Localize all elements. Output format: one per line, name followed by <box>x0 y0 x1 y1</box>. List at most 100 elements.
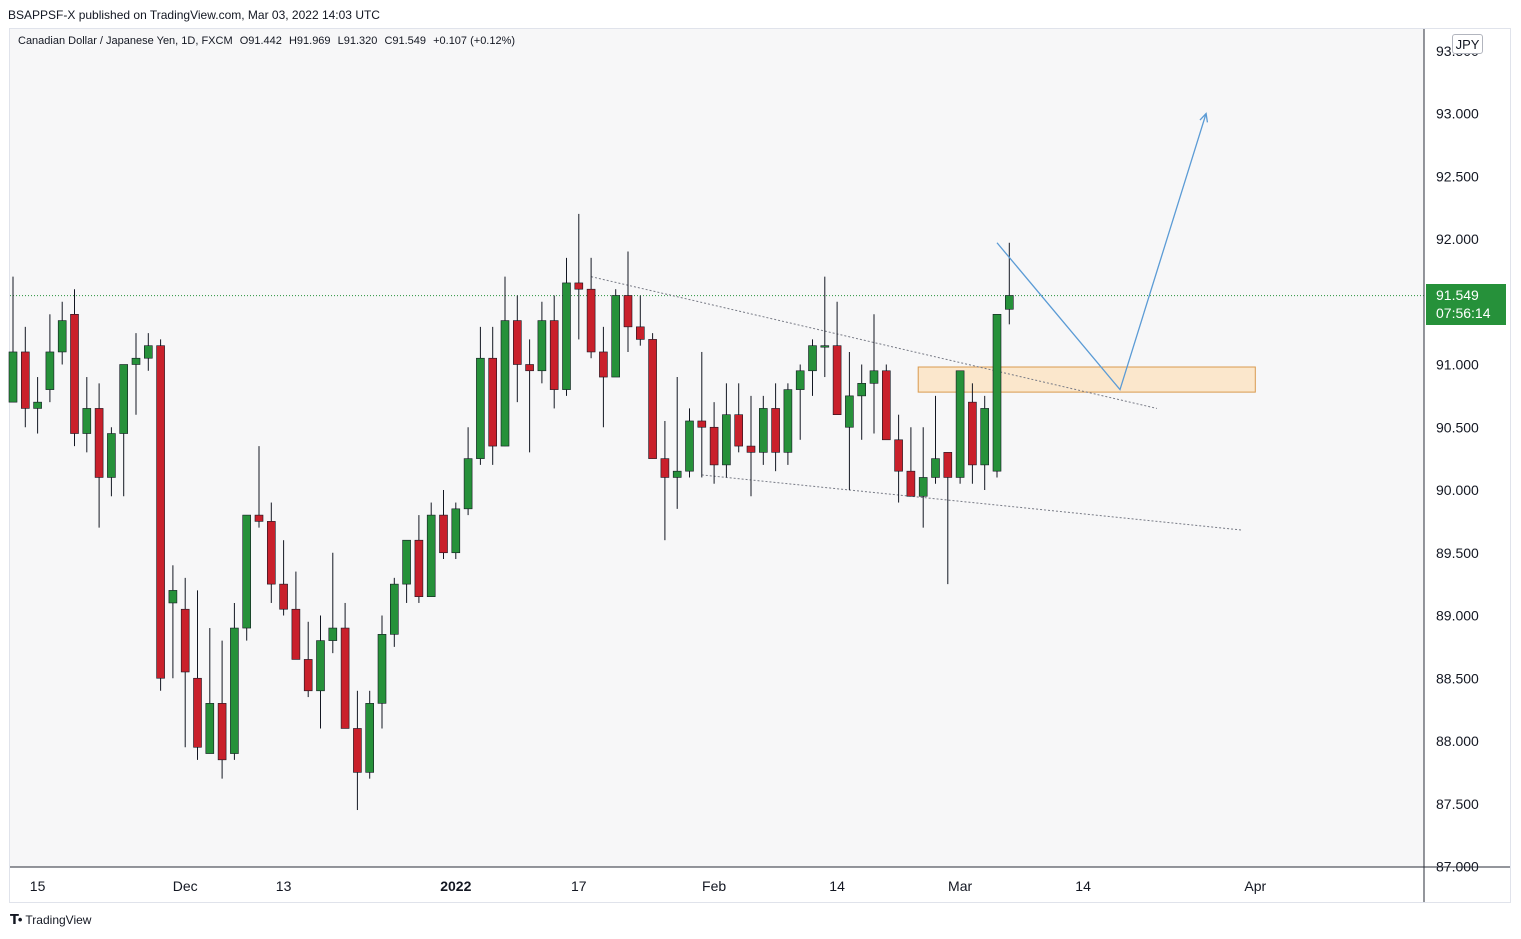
candle-body <box>488 357 498 447</box>
candle-body <box>955 370 965 478</box>
candle-body <box>992 313 1002 472</box>
candle-body <box>340 627 350 729</box>
candle-body <box>894 439 903 472</box>
time-tick-label: 15 <box>30 878 46 894</box>
candle-body <box>451 508 461 554</box>
candle-body <box>205 703 215 754</box>
candle-body <box>439 514 448 554</box>
trendline <box>701 474 1244 531</box>
tradingview-brand[interactable]: 𝗧• TradingView <box>10 912 91 928</box>
legend-low: L91.320 <box>337 35 378 47</box>
candle-body <box>70 313 79 434</box>
candle-body <box>119 364 128 434</box>
candle-body <box>156 345 165 679</box>
time-tick-label: 14 <box>1075 878 1091 894</box>
candle-body <box>291 608 301 660</box>
candle-body <box>611 295 621 378</box>
zone-layer <box>917 366 1256 393</box>
brand-label: TradingView <box>25 913 92 927</box>
price-tick-label: 93.000 <box>1436 106 1479 122</box>
candle-body <box>463 458 473 510</box>
legend-change: +0.107 (+0.12%) <box>433 35 516 47</box>
legend-high: H91.969 <box>288 35 331 47</box>
candle-body <box>635 326 645 340</box>
time-tick-label: 2022 <box>440 878 471 894</box>
candle-body <box>426 514 436 597</box>
candle-body <box>832 345 842 415</box>
candle-body <box>968 401 977 466</box>
candle-body <box>476 357 485 459</box>
candle-body <box>402 539 411 585</box>
candle-body <box>1004 295 1014 310</box>
price-tick-label: 89.500 <box>1436 545 1479 561</box>
time-tick-label: 17 <box>571 878 587 894</box>
candle-body <box>918 477 928 497</box>
price-tick-label: 92.000 <box>1436 231 1479 247</box>
candle-body <box>980 408 990 466</box>
candle-body <box>746 445 756 453</box>
candle-body <box>623 295 633 328</box>
candle-body <box>537 320 547 372</box>
candle-body <box>648 339 657 459</box>
candle-body <box>45 351 55 390</box>
candle-body <box>193 677 202 748</box>
candle-body <box>512 320 522 365</box>
candle-body <box>365 703 375 773</box>
price-tick-label: 91.000 <box>1436 357 1479 373</box>
price-tick-label: 88.000 <box>1436 733 1479 749</box>
time-tick-label: Dec <box>173 878 198 894</box>
currency-badge[interactable]: JPY <box>1452 34 1483 54</box>
candle-body <box>57 320 67 353</box>
candle-body <box>734 414 744 447</box>
candle-body <box>94 408 104 478</box>
projection-path <box>996 113 1207 391</box>
candle-body <box>722 414 731 466</box>
candle-body <box>906 470 916 497</box>
candle-body <box>168 590 178 604</box>
trendline <box>590 276 1158 409</box>
candle-body <box>599 351 608 378</box>
price-tick-label: 90.500 <box>1436 419 1479 435</box>
candle-body <box>254 514 264 522</box>
candle-body <box>328 627 338 641</box>
projection-arrowhead <box>1199 112 1209 123</box>
candle-body <box>672 470 682 478</box>
candle-body <box>377 634 387 704</box>
candle-body <box>279 583 288 610</box>
candle-body <box>562 282 571 390</box>
trendline-layer <box>590 276 1244 531</box>
candle-body <box>660 458 670 478</box>
candle-body <box>33 401 42 409</box>
time-tick-label: 13 <box>276 878 292 894</box>
chart-legend: Canadian Dollar / Japanese Yen, 1D, FXCM… <box>18 35 519 47</box>
candle-body <box>574 282 584 290</box>
candle-body <box>586 288 596 353</box>
candle-body <box>82 408 92 434</box>
time-tick-label: Mar <box>948 878 972 894</box>
candle-body <box>943 452 953 478</box>
price-tick-label: 88.500 <box>1436 670 1479 686</box>
candle-body <box>549 320 559 390</box>
last-price-value: 91.549 <box>1436 287 1479 303</box>
candle-body <box>107 433 116 478</box>
candle-body <box>131 357 141 365</box>
candle-body <box>144 345 153 359</box>
last-price-tag: 91.549 07:56:14 <box>1426 284 1506 325</box>
legend-symbol: Canadian Dollar / Japanese Yen, 1D, FXCM <box>18 35 233 47</box>
candle-body <box>709 426 719 466</box>
candle-body <box>525 364 534 372</box>
candle-body <box>316 640 325 692</box>
candle-body <box>820 345 830 348</box>
candle-body <box>303 659 313 692</box>
time-tick-label: Apr <box>1244 878 1266 894</box>
candle-body <box>242 514 251 629</box>
price-tick-label: 90.000 <box>1436 482 1479 498</box>
candle-body <box>697 420 707 428</box>
candle-body <box>758 408 768 453</box>
projection-layer <box>996 112 1209 391</box>
legend-close: C91.549 <box>384 35 427 47</box>
candle-body <box>230 627 239 754</box>
candle-body <box>869 370 879 384</box>
candle-body <box>353 728 362 773</box>
